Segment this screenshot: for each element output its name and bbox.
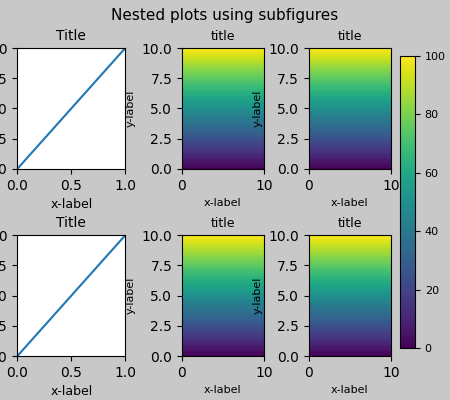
Y-axis label: y-label: y-label	[253, 277, 263, 314]
Title: title: title	[211, 30, 235, 43]
Y-axis label: y-label: y-label	[253, 90, 263, 127]
Title: title: title	[338, 217, 362, 230]
Y-axis label: y-label: y-label	[126, 277, 136, 314]
Text: Nested plots using subfigures: Nested plots using subfigures	[112, 8, 338, 23]
X-axis label: x-label: x-label	[50, 385, 93, 398]
X-axis label: x-label: x-label	[331, 198, 369, 208]
X-axis label: x-label: x-label	[204, 198, 242, 208]
Title: Title: Title	[56, 29, 86, 43]
Y-axis label: y-label: y-label	[126, 90, 136, 127]
X-axis label: x-label: x-label	[50, 198, 93, 211]
X-axis label: x-label: x-label	[331, 385, 369, 395]
Title: title: title	[338, 30, 362, 43]
Title: Title: Title	[56, 216, 86, 230]
Title: title: title	[211, 217, 235, 230]
X-axis label: x-label: x-label	[204, 385, 242, 395]
